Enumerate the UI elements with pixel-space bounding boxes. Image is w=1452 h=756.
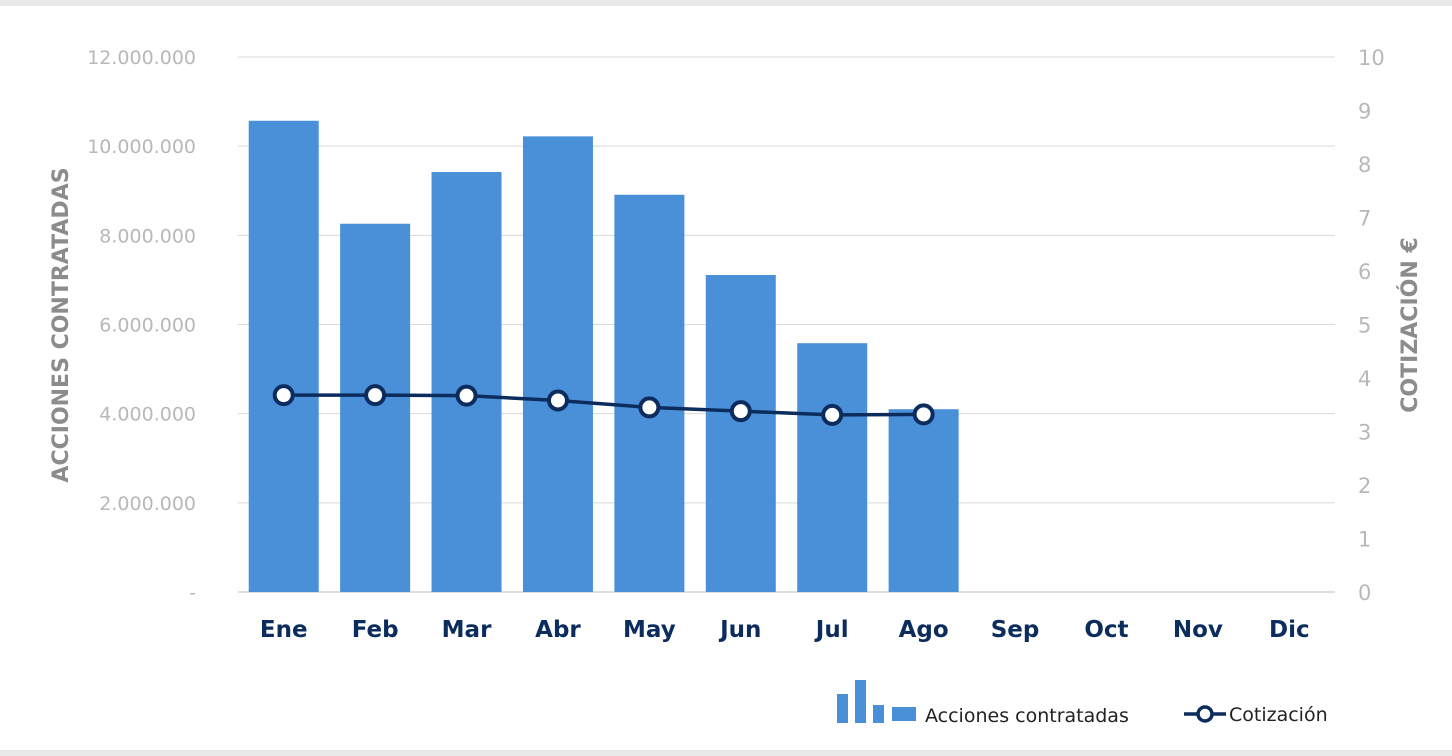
y2-axis-title: COTIZACIÓN € <box>1397 237 1423 412</box>
legend-bar-icon <box>855 680 866 723</box>
y2-tick-label: 5 <box>1358 314 1371 338</box>
cotizacion-point-may <box>638 396 661 419</box>
bar-jun <box>705 275 776 592</box>
bar-ene <box>248 120 319 593</box>
x-tick-label: Dic <box>1269 617 1310 643</box>
bar-jul <box>797 343 868 592</box>
bar-may <box>614 194 685 592</box>
y-tick-label: 12.000.000 <box>87 47 196 69</box>
x-tick-label: Jul <box>814 617 849 643</box>
y2-tick-label: 8 <box>1358 153 1371 177</box>
bar-abr <box>522 136 593 592</box>
cotizacion-point-jul <box>821 403 844 426</box>
legend-bar-icon <box>873 705 884 723</box>
cotizacion-point-feb <box>364 384 387 407</box>
legend-bars-label: Acciones contratadas <box>925 705 1129 727</box>
y-tick-label: 2.000.000 <box>99 493 196 515</box>
x-tick-label: Feb <box>352 617 399 643</box>
y2-tick-label: 4 <box>1358 367 1371 391</box>
y2-tick-label: 6 <box>1358 260 1371 284</box>
y-tick-label: 4.000.000 <box>99 404 196 426</box>
cotizacion-point-jun <box>729 400 752 423</box>
y2-tick-label: 10 <box>1358 46 1385 70</box>
bottom-border <box>0 750 1452 756</box>
bar-feb <box>340 223 411 592</box>
legend-bar-icon <box>837 694 848 723</box>
legend-line-marker <box>1196 705 1214 723</box>
x-tick-label: May <box>623 617 676 643</box>
cotizacion-point-ene <box>272 384 295 407</box>
y2-tick-label: 3 <box>1358 421 1371 445</box>
x-tick-label: Nov <box>1173 617 1223 643</box>
y-tick-label: 6.000.000 <box>99 315 196 337</box>
x-tick-label: Mar <box>442 617 492 643</box>
y2-tick-label: 9 <box>1358 100 1371 124</box>
cotizacion-line <box>283 393 924 417</box>
bar-ago <box>888 409 959 592</box>
y-tick-label: 8.000.000 <box>99 225 196 247</box>
top-border <box>0 0 1452 6</box>
y-axis-title: ACCIONES CONTRATADAS <box>49 167 74 482</box>
legend-bar-swatch <box>892 707 916 721</box>
y2-tick-label: 2 <box>1358 474 1371 498</box>
legend-line-label: Cotización <box>1229 704 1328 726</box>
y-tick-label: - <box>189 582 196 604</box>
cotizacion-point-mar <box>455 384 478 407</box>
y2-tick-label: 0 <box>1358 581 1371 605</box>
x-tick-label: Sep <box>991 617 1040 643</box>
x-tick-label: Ene <box>260 617 308 643</box>
y2-tick-label: 7 <box>1358 207 1371 231</box>
x-tick-label: Jun <box>718 617 761 643</box>
cotizacion-point-abr <box>546 389 569 412</box>
bar-mar <box>431 172 502 592</box>
x-tick-label: Abr <box>535 617 581 643</box>
y-tick-label: 10.000.000 <box>87 136 196 158</box>
cotizacion-point-ago <box>912 403 935 426</box>
x-tick-label: Oct <box>1084 617 1128 643</box>
y2-tick-label: 1 <box>1358 528 1371 552</box>
x-tick-label: Ago <box>899 617 949 643</box>
